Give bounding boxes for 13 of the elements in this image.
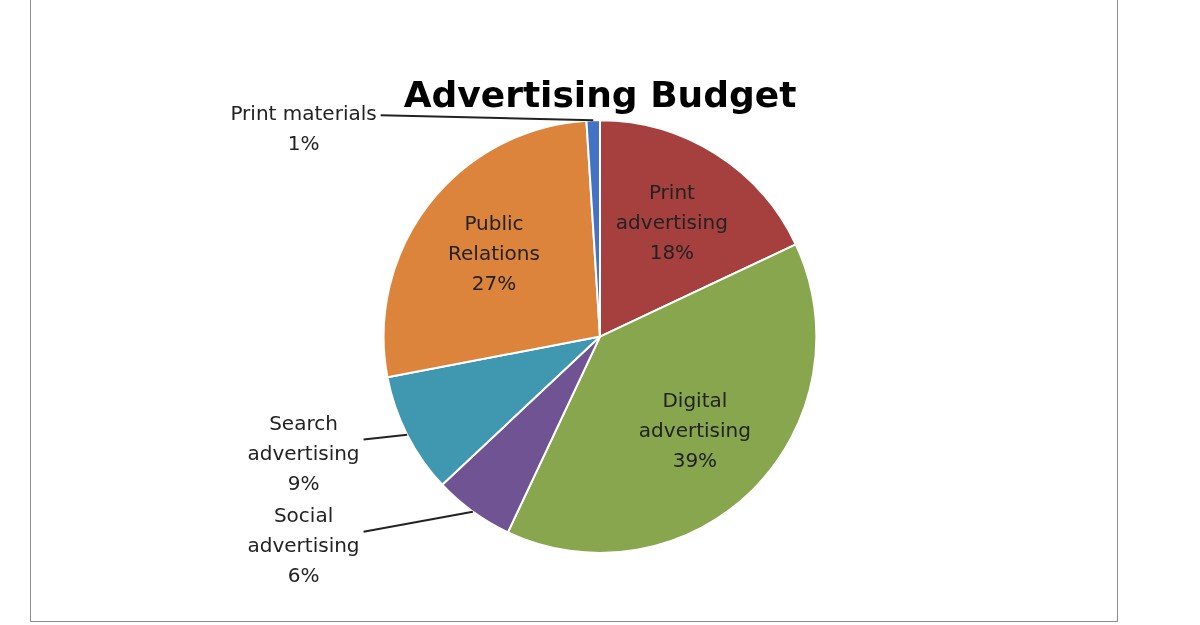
slice-label: Print advertising — [615, 179, 728, 234]
chart-title: Advertising Budget — [403, 73, 797, 115]
data-label: 9% — [287, 470, 320, 495]
data-label: 1% — [287, 131, 320, 156]
slice-label: Digital advertising — [638, 387, 751, 442]
slice-label: Search advertising — [247, 410, 360, 465]
slice-label: Print materials — [230, 101, 377, 126]
data-label: 39% — [672, 447, 718, 472]
data-label: 6% — [287, 562, 320, 587]
data-label: 18% — [649, 239, 695, 264]
slice-label: Social advertising — [247, 502, 360, 557]
slice-label: Public Relations — [448, 210, 540, 265]
data-label: 27% — [471, 270, 517, 295]
